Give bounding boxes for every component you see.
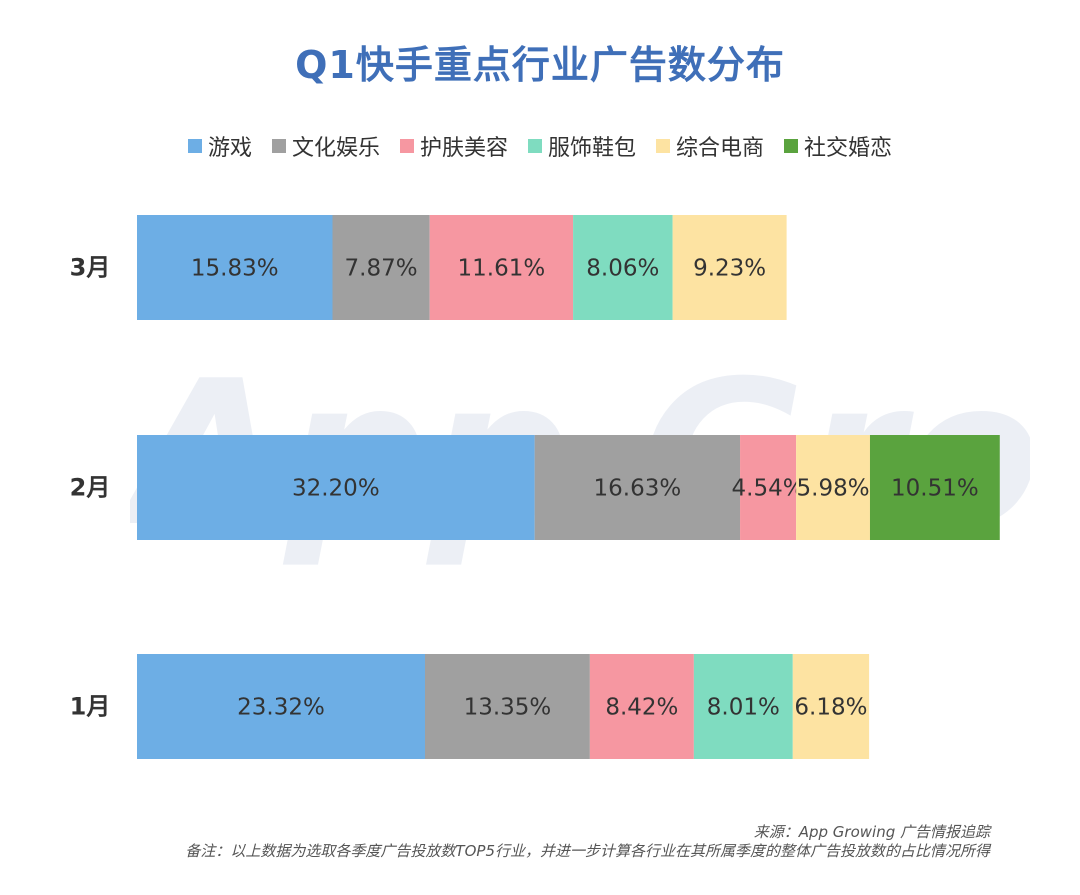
bar-segment: [425, 654, 590, 759]
bar-segment: [672, 215, 787, 320]
data-label: 7.87%: [345, 256, 418, 282]
data-label: 16.63%: [594, 476, 682, 502]
bar-segment: [429, 215, 574, 320]
data-label: 23.32%: [237, 695, 325, 721]
legend-swatch: [399, 139, 414, 153]
data-label: 10.51%: [891, 476, 979, 502]
category-label: 1月: [70, 693, 111, 721]
data-label: 4.54%: [732, 476, 805, 502]
data-label: 13.35%: [464, 695, 552, 721]
data-label: 6.18%: [794, 695, 867, 721]
source-text: 来源：App Growing 广告情报追踪: [753, 823, 990, 841]
legend-label: 服饰鞋包: [548, 136, 637, 161]
bar-segment: [332, 215, 430, 320]
bar-segment: [792, 654, 870, 759]
legend-label: 文化娱乐: [291, 136, 380, 161]
legend-swatch: [784, 139, 799, 153]
category-label: 3月: [70, 254, 111, 282]
data-label: 5.98%: [797, 476, 870, 502]
bar-segment: [137, 435, 535, 540]
legend-label: 社交婚恋: [804, 136, 893, 161]
bar-segment: [869, 435, 1000, 540]
bar-segment: [534, 435, 741, 540]
data-label: 15.83%: [191, 256, 279, 282]
legend: 游戏 文化娱乐 护肤美容 服饰鞋包 综合电商 社交婚恋: [0, 130, 1080, 162]
legend-swatch: [187, 139, 202, 153]
data-label: 32.20%: [292, 476, 380, 502]
category-label: 2月: [70, 474, 111, 502]
legend-swatch: [271, 139, 286, 153]
chart-title: Q1快手重点行业广告数分布: [295, 43, 785, 87]
legend-label: 游戏: [207, 136, 252, 161]
bar-segment: [573, 215, 673, 320]
legend-label: 护肤美容: [419, 136, 508, 161]
bar-segment: [137, 215, 333, 320]
data-label: 11.61%: [458, 256, 546, 282]
data-label: 8.06%: [586, 256, 659, 282]
data-label: 8.01%: [707, 695, 780, 721]
data-label: 8.42%: [605, 695, 678, 721]
bar-segment: [137, 654, 426, 759]
bar-segment: [740, 435, 797, 540]
source-note: 来源：App Growing 广告情报追踪 备注：以上数据为选取各季度广告投放数…: [185, 823, 990, 861]
legend-item: 服饰鞋包: [528, 130, 636, 162]
legend-item: 文化娱乐: [271, 130, 380, 162]
legend-item: 社交婚恋: [784, 130, 892, 162]
footnote-text: 备注：以上数据为选取各季度广告投放数TOP5行业，并进一步计算各行业在其所属季度…: [185, 842, 990, 860]
legend-item: 综合电商: [656, 130, 764, 162]
bar-segment: [589, 654, 694, 759]
legend-swatch: [656, 139, 671, 153]
legend-swatch: [528, 139, 542, 153]
legend-label: 综合电商: [676, 136, 765, 161]
legend-item: 游戏: [187, 130, 252, 162]
legend-item: 护肤美容: [399, 130, 508, 162]
bar-segment: [796, 435, 870, 540]
data-label: 9.23%: [693, 256, 766, 282]
bar-segment: [693, 654, 793, 759]
